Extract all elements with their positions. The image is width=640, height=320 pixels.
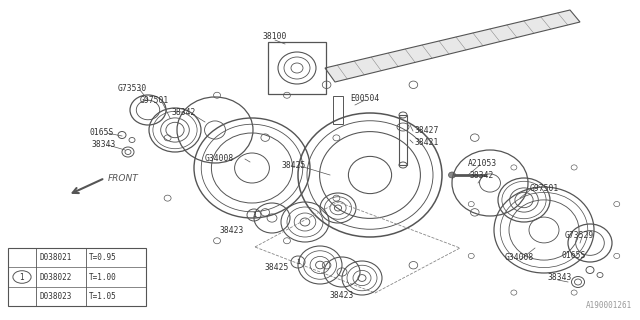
Text: G97501: G97501 bbox=[530, 183, 559, 193]
Text: T=1.05: T=1.05 bbox=[89, 292, 116, 301]
Text: 38343: 38343 bbox=[548, 274, 572, 283]
Text: G34008: G34008 bbox=[205, 154, 234, 163]
Polygon shape bbox=[325, 10, 580, 82]
Text: E00504: E00504 bbox=[350, 93, 380, 102]
Text: 1: 1 bbox=[20, 273, 24, 282]
Text: D038022: D038022 bbox=[39, 273, 72, 282]
Text: 38427: 38427 bbox=[415, 125, 440, 134]
Text: 38342: 38342 bbox=[172, 108, 196, 116]
Text: T=1.00: T=1.00 bbox=[89, 273, 116, 282]
Text: 38100: 38100 bbox=[263, 31, 287, 41]
Text: G73530: G73530 bbox=[118, 84, 147, 92]
Text: 38342: 38342 bbox=[470, 171, 494, 180]
Ellipse shape bbox=[449, 172, 456, 178]
Text: 0165S: 0165S bbox=[90, 127, 115, 137]
Text: 38343: 38343 bbox=[92, 140, 116, 148]
Text: A21053: A21053 bbox=[468, 158, 497, 167]
Text: 38425: 38425 bbox=[265, 263, 289, 273]
Text: G97501: G97501 bbox=[140, 95, 169, 105]
Text: 38423: 38423 bbox=[220, 226, 244, 235]
Text: 38421: 38421 bbox=[415, 138, 440, 147]
Text: D038021: D038021 bbox=[39, 253, 72, 262]
Text: 38425: 38425 bbox=[282, 161, 307, 170]
Text: 1: 1 bbox=[252, 212, 256, 218]
Text: A190001261: A190001261 bbox=[586, 301, 632, 310]
Text: 38423: 38423 bbox=[330, 292, 355, 300]
Text: T=0.95: T=0.95 bbox=[89, 253, 116, 262]
Text: D038023: D038023 bbox=[39, 292, 72, 301]
Text: 0165S: 0165S bbox=[562, 251, 586, 260]
Text: G73529: G73529 bbox=[565, 230, 595, 239]
Text: 1: 1 bbox=[296, 259, 300, 265]
Text: FRONT: FRONT bbox=[108, 173, 139, 182]
Text: G34008: G34008 bbox=[505, 253, 534, 262]
